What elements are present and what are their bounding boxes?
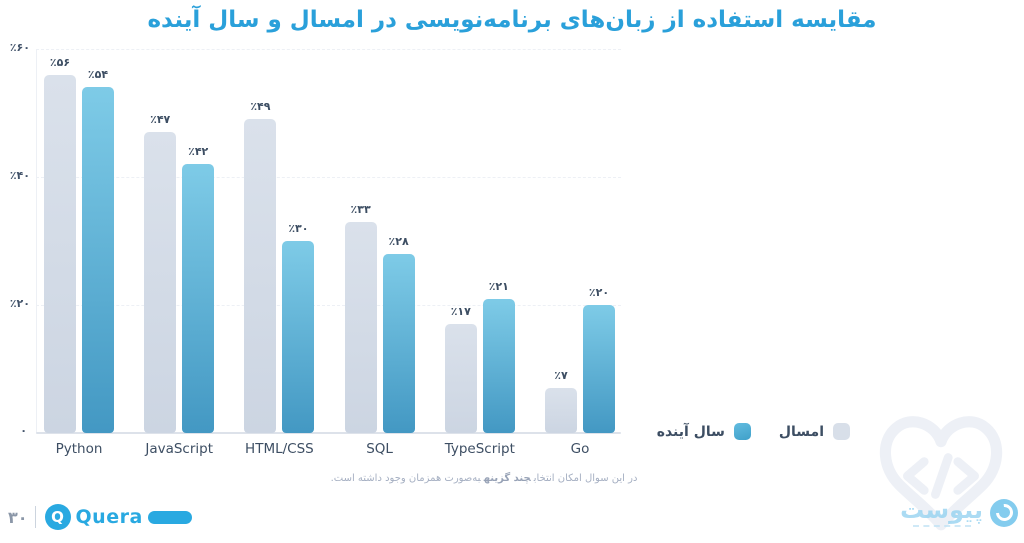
quera-logo-text: Quera bbox=[75, 506, 143, 528]
x-axis-label-go: Go bbox=[570, 441, 590, 457]
bar-value-label: ٪۱۷ bbox=[450, 305, 471, 319]
legend-swatch-next-year-icon bbox=[733, 423, 751, 440]
y-tick-0: ۰ bbox=[20, 424, 27, 437]
x-axis-label-typescript: TypeScript bbox=[444, 441, 515, 457]
payvast-watermark: پیوست bbox=[900, 498, 1018, 527]
bar-value-label: ٪۲۸ bbox=[388, 234, 409, 248]
legend-item-this-year: امسال bbox=[779, 423, 850, 440]
bar-this-year-go bbox=[545, 388, 577, 433]
quera-logo: Q Quera bbox=[44, 504, 192, 530]
y-tick-60: ٪۶۰ bbox=[9, 41, 30, 54]
gridline-20 bbox=[36, 305, 621, 306]
gridline-40 bbox=[36, 177, 621, 178]
legend-label: امسال bbox=[778, 423, 824, 440]
footnote-text: به‌صورت همزمان وجود داشته است. bbox=[330, 473, 481, 484]
bar-this-year-javascript bbox=[144, 132, 177, 433]
footnote-bold-text: چند گزینه bbox=[483, 473, 531, 484]
bar-value-label: ٪۳۳ bbox=[350, 202, 371, 216]
bar-value-label: ٪۳۰ bbox=[288, 222, 309, 235]
bar-this-year-python bbox=[44, 74, 76, 433]
bar-next-year-python bbox=[82, 87, 114, 433]
bar-this-year-typescript bbox=[444, 324, 477, 433]
chart-legend: سال آینده امسال bbox=[657, 423, 850, 440]
bar-value-label: ٪۷ bbox=[554, 369, 568, 383]
page-number: ۳۰ bbox=[8, 507, 28, 527]
legend-label: سال آینده bbox=[656, 423, 725, 440]
bar-next-year-typescript bbox=[482, 298, 515, 433]
page-title: مقایسه استفاده از زبان‌های برنامه‌نویسی … bbox=[147, 7, 877, 33]
bar-next-year-javascript bbox=[182, 164, 215, 433]
chart-footnote: در این سوال امکان انتخابچند گزینهبه‌صورت… bbox=[328, 473, 640, 484]
bar-this-year-htmlcss bbox=[244, 119, 277, 433]
quera-logo-icon: Q bbox=[44, 504, 71, 530]
bar-value-label: ٪۵۶ bbox=[49, 55, 71, 69]
footnote-text: در این سوال امکان انتخاب bbox=[533, 473, 638, 484]
legend-item-next-year: سال آینده bbox=[657, 423, 751, 440]
bar-value-label: ٪۴۷ bbox=[150, 113, 171, 127]
bar-this-year-sql bbox=[344, 221, 377, 433]
bar-value-label: ٪۵۴ bbox=[87, 68, 109, 82]
footer-divider bbox=[34, 506, 36, 528]
gridline-60 bbox=[36, 49, 621, 50]
bar-value-label: ٪۴۹ bbox=[250, 100, 271, 114]
footer-brand-area: ۳۰ Q Quera bbox=[8, 503, 192, 531]
legend-swatch-this-year-icon bbox=[833, 423, 850, 440]
y-axis-line bbox=[36, 49, 37, 433]
x-axis-label-htmlcss: HTML/CSS bbox=[245, 441, 314, 457]
payvast-logo-icon bbox=[990, 498, 1018, 527]
y-tick-20: ٪۲۰ bbox=[9, 297, 30, 310]
y-tick-40: ٪۴۰ bbox=[9, 169, 30, 182]
x-axis-label-javascript: JavaScript bbox=[145, 441, 214, 457]
bar-value-label: ٪۴۲ bbox=[188, 145, 209, 159]
bar-value-label: ٪۲۱ bbox=[488, 279, 509, 293]
code-heart-watermark-icon bbox=[860, 396, 1022, 543]
bar-next-year-htmlcss bbox=[282, 241, 315, 433]
x-axis-line bbox=[36, 432, 621, 434]
x-axis-label-python: Python bbox=[55, 441, 103, 457]
bar-next-year-go bbox=[583, 305, 615, 433]
payvast-logo-underline bbox=[912, 525, 971, 527]
quera-logo-cursor-block bbox=[147, 510, 192, 524]
x-axis-label-sql: SQL bbox=[366, 441, 393, 457]
bar-next-year-sql bbox=[382, 253, 415, 433]
payvast-logo-text: پیوست bbox=[900, 498, 983, 527]
bar-value-label: ٪۲۰ bbox=[588, 286, 610, 299]
